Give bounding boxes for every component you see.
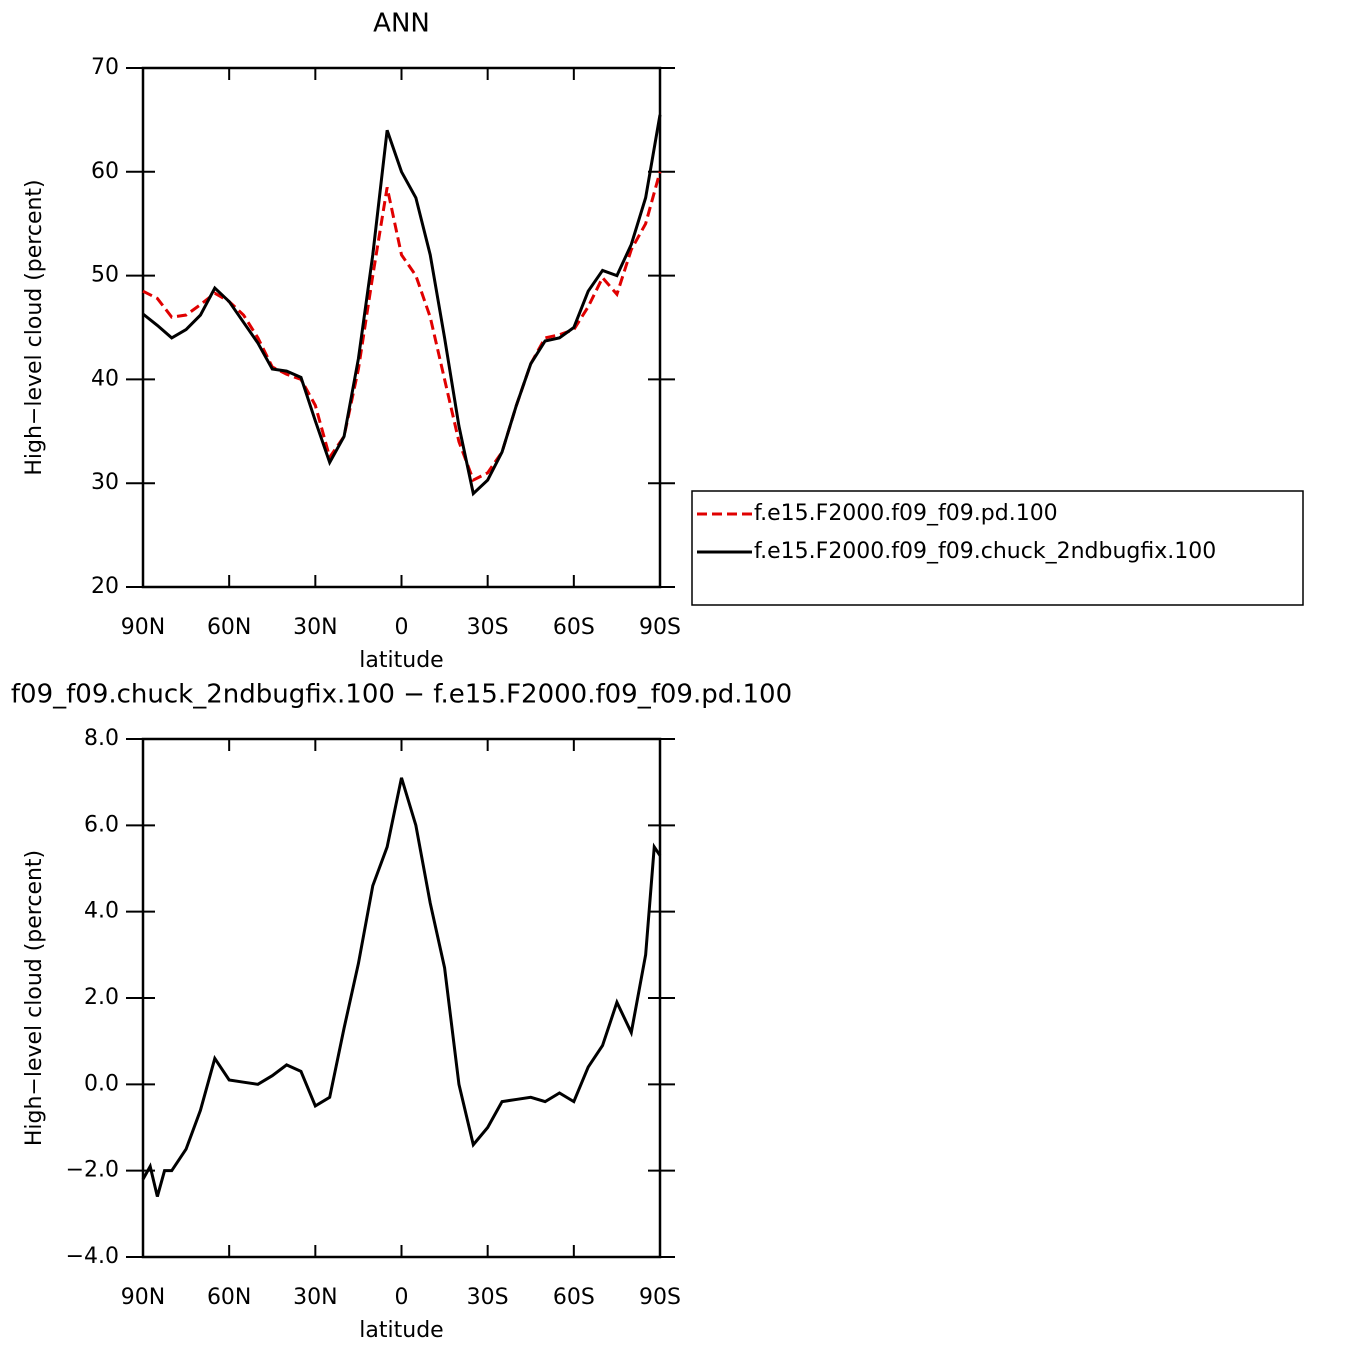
x-tick-label: 30N bbox=[293, 1285, 337, 1310]
series-line bbox=[142, 171, 662, 483]
y-tick-label: 6.0 bbox=[84, 812, 119, 837]
x-tick-label: 0 bbox=[395, 1285, 409, 1310]
y-tick-label: 50 bbox=[91, 263, 119, 288]
legend-label: f.e15.F2000.f09_f09.chuck_2ndbugfix.100 bbox=[754, 539, 1216, 564]
y-tick-label: 0.0 bbox=[84, 1071, 119, 1096]
x-axis-label: latitude bbox=[359, 1318, 443, 1343]
x-tick-label: 0 bbox=[395, 615, 409, 640]
x-tick-label: 60S bbox=[553, 615, 595, 640]
x-tick-label: 90S bbox=[639, 615, 681, 640]
y-tick-label: 60 bbox=[91, 159, 119, 184]
x-tick-label: 30N bbox=[293, 615, 337, 640]
legend-box bbox=[691, 490, 1304, 606]
chart-title: f09_f09.chuck_2ndbugfix.100 − f.e15.F200… bbox=[11, 680, 792, 710]
y-tick-label: 8.0 bbox=[84, 726, 119, 751]
x-axis-label: latitude bbox=[359, 648, 443, 673]
series-line bbox=[141, 777, 662, 1197]
x-tick-label: 30S bbox=[467, 615, 509, 640]
plot-frame bbox=[141, 66, 662, 589]
y-tick-label: 40 bbox=[91, 366, 119, 391]
y-tick-label: 2.0 bbox=[84, 985, 119, 1010]
x-tick-label: 90N bbox=[121, 615, 165, 640]
series-line bbox=[142, 114, 662, 497]
y-tick-label: 20 bbox=[91, 574, 119, 599]
x-tick-label: 60S bbox=[553, 1285, 595, 1310]
plot-frame bbox=[141, 737, 662, 1259]
x-tick-label: 90N bbox=[121, 1285, 165, 1310]
x-tick-label: 30S bbox=[467, 1285, 509, 1310]
y-axis-label: High−level cloud (percent) bbox=[22, 179, 47, 475]
y-axis-label: High−level cloud (percent) bbox=[22, 850, 47, 1146]
y-tick-label: 4.0 bbox=[84, 899, 119, 924]
y-tick-label: −2.0 bbox=[66, 1158, 119, 1183]
x-tick-label: 60N bbox=[207, 615, 251, 640]
y-tick-label: −4.0 bbox=[66, 1244, 119, 1269]
legend-label: f.e15.F2000.f09_f09.pd.100 bbox=[754, 501, 1058, 526]
chart-title: ANN bbox=[373, 9, 430, 39]
y-tick-label: 70 bbox=[91, 55, 119, 80]
x-tick-label: 90S bbox=[639, 1285, 681, 1310]
x-tick-label: 60N bbox=[207, 1285, 251, 1310]
y-tick-label: 30 bbox=[91, 470, 119, 495]
